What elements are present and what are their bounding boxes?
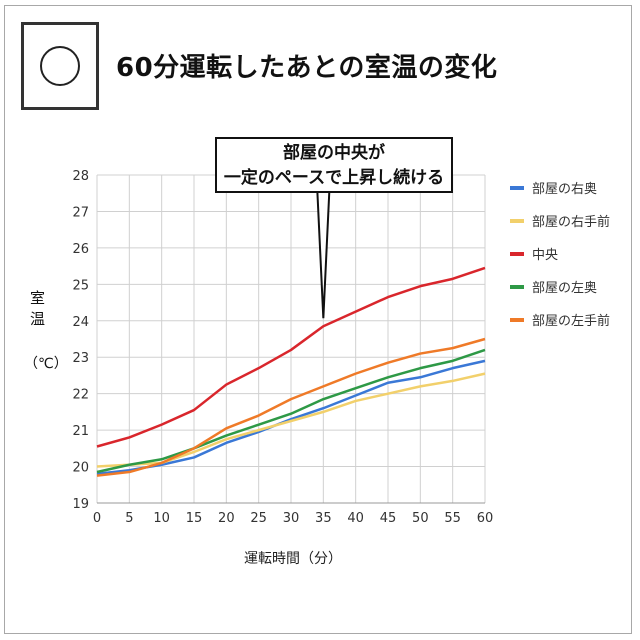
- legend-item: 部屋の右手前: [510, 204, 610, 237]
- y-tick-label: 26: [72, 242, 89, 257]
- x-tick-label: 20: [218, 511, 235, 526]
- x-axis-title: 運転時間（分）: [244, 551, 342, 567]
- x-tick-label: 50: [412, 511, 429, 526]
- y-tick-label: 22: [72, 388, 89, 403]
- x-tick-label: 30: [283, 511, 300, 526]
- circle-mark-icon: [40, 46, 80, 86]
- x-tick-label: 5: [125, 511, 133, 526]
- y-axis-title-char2: 温: [30, 310, 46, 328]
- y-tick-label: 27: [72, 205, 89, 220]
- legend-swatch: [510, 185, 524, 190]
- legend-label: 部屋の右手前: [532, 215, 611, 230]
- y-tick-label: 19: [72, 497, 89, 512]
- marker-box: [21, 22, 99, 110]
- x-tick-label: 0: [93, 511, 101, 526]
- y-tick-label: 24: [72, 315, 89, 330]
- x-tick-label: 10: [153, 511, 170, 526]
- callout-pointer: [316, 190, 331, 319]
- x-tick-label: 25: [250, 511, 267, 526]
- x-tick-label: 40: [347, 511, 364, 526]
- x-tick-label: 35: [315, 511, 332, 526]
- legend-label: 部屋の左手前: [532, 314, 611, 329]
- legend-item: 部屋の右奥: [510, 171, 610, 204]
- x-tick-label: 45: [380, 511, 397, 526]
- y-axis-unit: （℃）: [24, 356, 68, 372]
- legend-label: 部屋の右奥: [532, 182, 598, 197]
- legend-item: 中央: [510, 237, 610, 270]
- figure-frame: [4, 5, 632, 634]
- series-line-5: [96, 337, 486, 477]
- legend-item: 部屋の左奥: [510, 270, 610, 303]
- y-tick-label: 25: [72, 278, 89, 293]
- y-tick-label: 20: [72, 461, 89, 476]
- x-tick-label: 55: [444, 511, 461, 526]
- legend-swatch: [510, 284, 524, 289]
- legend-swatch: [510, 317, 524, 322]
- x-tick-label: 60: [477, 511, 494, 526]
- legend-item: 部屋の左手前: [510, 303, 610, 336]
- series-line-1: [96, 359, 486, 476]
- callout-line2: 一定のペースで上昇し続ける: [223, 168, 445, 188]
- y-tick-label: 21: [72, 424, 89, 439]
- callout-box: 部屋の中央が 一定のペースで上昇し続ける: [215, 137, 453, 193]
- series-line-3: [96, 266, 486, 448]
- legend-swatch: [510, 251, 524, 256]
- legend-label: 部屋の左奥: [532, 281, 598, 296]
- y-tick-label: 23: [72, 351, 89, 366]
- legend-swatch: [510, 218, 524, 223]
- x-tick-label: 15: [186, 511, 203, 526]
- y-axis-title-char1: 室: [30, 289, 46, 307]
- legend-label: 中央: [532, 248, 559, 263]
- legend: 部屋の右奥部屋の右手前 中央部屋の左奥部屋の左手前: [510, 171, 610, 336]
- y-tick-label: 28: [72, 169, 89, 184]
- chart-title: 60分運転したあとの室温の変化: [116, 53, 498, 83]
- series-line-4: [96, 348, 486, 474]
- callout-line1: 部屋の中央が: [283, 143, 385, 163]
